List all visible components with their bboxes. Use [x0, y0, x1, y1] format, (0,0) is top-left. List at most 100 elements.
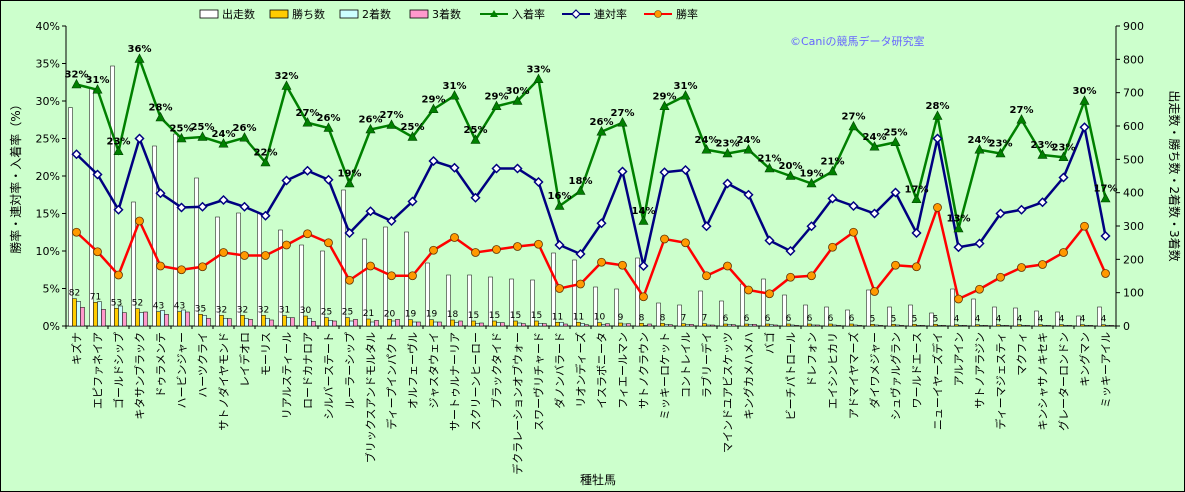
bar-second: [622, 323, 627, 327]
entry-rate-label: 31%: [674, 81, 698, 92]
bar-third: [878, 325, 883, 327]
point-rentai-rate: [680, 164, 691, 176]
x-category-label: エピファネイア: [92, 332, 105, 409]
point-win-rate: [576, 279, 585, 289]
bar-second: [853, 324, 858, 327]
x-category-label: ダイワメジャー: [868, 332, 882, 408]
bar-second: [181, 309, 186, 327]
point-win-rate: [555, 284, 564, 293]
bar-third: [521, 323, 526, 327]
point-rentai-rate: [302, 165, 313, 176]
point-entry-rate: [239, 132, 250, 142]
x-category-label: エイシンヒカリ: [827, 332, 840, 409]
entry-rate-label: 27%: [611, 108, 635, 119]
bar-runs: [950, 288, 955, 327]
bar-third: [836, 325, 841, 327]
x-category-label: フィエールマン: [617, 332, 630, 409]
point-rentai-rate: [827, 193, 838, 204]
bar-second: [979, 325, 984, 327]
point-win-rate: [765, 289, 774, 299]
entry-rate-label: 14%: [632, 206, 656, 217]
bar-third: [290, 317, 295, 327]
lines-group: [71, 53, 1111, 304]
x-category-label: ブラックタイド: [490, 332, 504, 409]
point-win-rate: [660, 234, 669, 244]
entry-rate-label: 24%: [968, 135, 992, 146]
bar-third: [605, 323, 610, 327]
bar-third: [941, 325, 946, 327]
point-entry-rate: [92, 84, 103, 94]
point-win-rate: [366, 261, 375, 271]
x-category-label: リオンディーズ: [574, 332, 588, 408]
bar-second: [685, 324, 690, 327]
point-rentai-rate: [869, 208, 880, 219]
point-rentai-rate: [848, 200, 859, 212]
bar-wins: [1017, 324, 1022, 327]
x-category-label: ラブリーデイ: [700, 332, 714, 398]
bar-wins: [933, 324, 938, 327]
point-entry-rate: [365, 123, 376, 134]
point-win-rate: [177, 265, 186, 275]
bar-runs: [278, 229, 283, 327]
bar-second: [1042, 325, 1047, 327]
legend-swatch: [269, 9, 289, 19]
point-win-rate: [408, 271, 417, 281]
point-win-rate: [324, 238, 333, 248]
point-win-rate: [1059, 248, 1068, 257]
point-entry-rate: [848, 120, 859, 131]
bar-third: [689, 324, 694, 327]
bar-runs: [803, 304, 808, 327]
legend-marker: [571, 9, 581, 19]
y-tick-label-left: 0%: [43, 320, 60, 333]
point-entry-rate: [218, 138, 229, 148]
win-count-label: 30: [300, 306, 312, 316]
bar-third: [857, 325, 862, 327]
point-entry-rate: [953, 222, 964, 233]
point-entry-rate: [71, 78, 82, 89]
point-entry-rate: [911, 193, 922, 204]
bar-runs: [824, 306, 829, 327]
bar-runs: [131, 201, 136, 327]
win-count-label: 4: [1017, 315, 1023, 325]
point-rentai-rate: [785, 245, 796, 257]
bar-second: [223, 318, 228, 327]
bar-second: [1021, 325, 1026, 327]
point-entry-rate: [134, 53, 145, 63]
bars-group: [68, 65, 1114, 327]
win-count-label: 6: [807, 314, 813, 324]
bar-wins: [429, 319, 434, 327]
bar-second: [916, 325, 921, 327]
point-rentai-rate: [323, 174, 334, 185]
point-rentai-rate: [71, 149, 82, 160]
entry-rate-label: 26%: [359, 115, 383, 126]
x-category-label: シュヴァルグラン: [889, 332, 903, 420]
entry-rate-label: 29%: [653, 91, 677, 102]
bar-third: [332, 320, 337, 327]
entry-rate-label: 17%: [1094, 184, 1118, 195]
bar-wins: [996, 324, 1001, 327]
point-win-rate: [996, 272, 1005, 282]
point-win-rate: [786, 272, 795, 282]
point-entry-rate: [491, 100, 502, 111]
bar-wins: [366, 318, 371, 327]
bar-third: [353, 319, 358, 327]
entry-rate-label: 21%: [758, 154, 782, 165]
x-category-label: コントレイル: [680, 332, 693, 398]
point-win-rate: [807, 271, 816, 281]
entry-rate-label: 24%: [863, 132, 887, 143]
y-tick-label-left: 35%: [36, 58, 60, 71]
bar-runs: [992, 306, 997, 327]
bar-second: [1000, 325, 1005, 327]
point-rentai-rate: [533, 176, 544, 188]
bar-second: [748, 324, 753, 327]
point-rentai-rate: [155, 188, 166, 199]
bar-third: [668, 324, 673, 327]
x-category-label: サトノアラジン: [974, 332, 987, 409]
legend-swatch: [339, 9, 359, 19]
bar-second: [139, 312, 144, 327]
bar-third: [374, 320, 379, 327]
point-rentai-rate: [239, 201, 250, 212]
win-count-label: 6: [786, 314, 792, 324]
bar-third: [80, 307, 85, 327]
